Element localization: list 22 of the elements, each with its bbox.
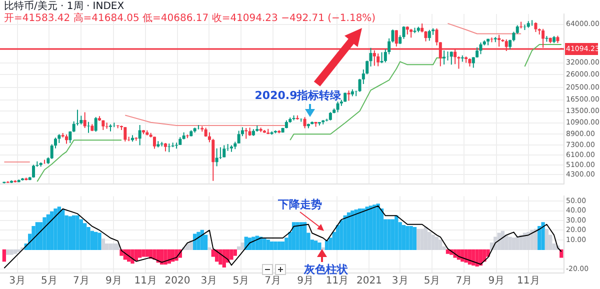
x-tick-label: 9月 xyxy=(105,276,122,287)
x-tick-label: 7月 xyxy=(456,276,472,287)
x-tick-label: 5月 xyxy=(232,276,250,287)
x-tick-label: 11月 xyxy=(134,276,157,287)
chart-title: 比特币/美元 · 1周 · INDEX xyxy=(4,1,124,12)
x-tick-label: 11月 xyxy=(326,276,349,287)
annotation: 灰色柱状 xyxy=(303,262,349,276)
x-tick-label: 3月 xyxy=(200,276,218,287)
x-tick-label: 3月 xyxy=(392,276,408,287)
x-tick-label: 11月 xyxy=(517,276,540,287)
chart-subtitle: 开=41583.42 高=41684.05 低=40686.17 收=41094.23 −492.71 (−1.18%) xyxy=(4,13,376,25)
x-tick-label: 9月 xyxy=(297,276,314,287)
x-tick-label: 2020 xyxy=(164,276,190,287)
x-tick-label: 3月 xyxy=(9,276,26,287)
x-tick-label: 2021 xyxy=(356,276,382,287)
annotation: 2020.9指标转绿 xyxy=(254,88,342,102)
x-tick-label: 9月 xyxy=(488,276,505,287)
x-tick-label: 7月 xyxy=(264,276,282,287)
x-tick-label: 7月 xyxy=(72,276,90,287)
x-tick-label: 5月 xyxy=(41,276,58,287)
annotation: 下降走势 xyxy=(277,198,322,211)
x-tick-label: 5月 xyxy=(424,276,440,287)
